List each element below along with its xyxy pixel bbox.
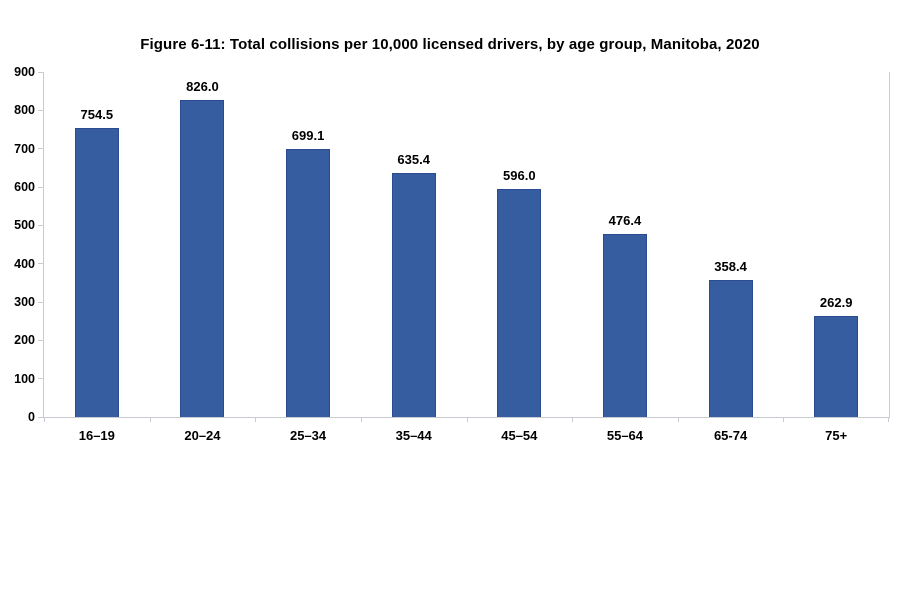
y-tick-mark bbox=[38, 148, 43, 150]
category-label: 55–64 bbox=[606, 428, 644, 443]
bar-value-label: 596.0 bbox=[503, 167, 536, 183]
category-label: 75+ bbox=[825, 428, 848, 443]
bar-value-label: 754.5 bbox=[80, 106, 114, 122]
y-tick-mark bbox=[38, 378, 43, 380]
y-tick-label: 600 bbox=[14, 180, 35, 194]
x-tick-mark bbox=[783, 417, 784, 422]
bar-value-label: 826.0 bbox=[186, 79, 219, 95]
x-tick-mark bbox=[678, 417, 679, 422]
category-label: 65-74 bbox=[713, 428, 748, 443]
y-tick-label: 400 bbox=[14, 256, 35, 271]
y-tick-mark bbox=[38, 109, 43, 111]
bar-slot: 262.9 75+ bbox=[783, 72, 889, 443]
y-tick-label: 0 bbox=[28, 410, 35, 424]
bar bbox=[391, 173, 436, 417]
y-tick-mark bbox=[38, 186, 43, 188]
category-label: 16–19 bbox=[78, 428, 115, 443]
y-tick-mark bbox=[38, 301, 43, 303]
y-tick-label: 700 bbox=[14, 141, 35, 156]
x-tick-mark bbox=[255, 417, 256, 422]
bar bbox=[286, 149, 331, 417]
bar bbox=[497, 188, 542, 417]
y-tick-label: 300 bbox=[14, 295, 35, 309]
chart-title: Figure 6-11: Total collisions per 10,000… bbox=[140, 36, 760, 53]
bar-slot: 596.0 45–54 bbox=[467, 72, 573, 443]
category-label: 20–24 bbox=[184, 428, 221, 443]
x-tick-mark bbox=[467, 417, 468, 422]
y-tick-label: 500 bbox=[14, 218, 35, 233]
bar-slot: 476.4 55–64 bbox=[572, 72, 678, 443]
x-tick-mark bbox=[44, 417, 45, 422]
y-tick-mark bbox=[38, 263, 43, 265]
bar bbox=[180, 100, 225, 417]
category-label: 25–34 bbox=[289, 428, 327, 443]
bar bbox=[814, 316, 859, 417]
y-tick-label: 100 bbox=[14, 371, 35, 386]
y-tick-mark bbox=[38, 224, 43, 226]
y-tick-label: 200 bbox=[14, 333, 35, 348]
bar-slot: 358.4 65-74 bbox=[678, 72, 784, 443]
x-tick-mark bbox=[888, 417, 889, 422]
bar-slot: 699.1 25–34 bbox=[255, 72, 361, 443]
category-label: 45–54 bbox=[501, 428, 538, 443]
bar bbox=[74, 127, 119, 417]
bar-value-label: 358.4 bbox=[714, 258, 747, 274]
bar bbox=[708, 279, 753, 417]
category-label: 35–44 bbox=[395, 428, 432, 443]
y-tick-label: 900 bbox=[14, 65, 35, 79]
y-tick-label: 800 bbox=[14, 103, 35, 118]
y-tick-mark bbox=[38, 416, 43, 418]
bar-slot: 754.5 16–19 bbox=[44, 72, 150, 443]
bar-value-label: 635.4 bbox=[397, 152, 430, 168]
bar-value-label: 262.9 bbox=[819, 295, 853, 311]
bar-value-label: 476.4 bbox=[608, 213, 642, 229]
x-tick-mark bbox=[361, 417, 362, 422]
bar-slot: 635.4 35–44 bbox=[361, 72, 467, 443]
bar-slot: 826.0 20–24 bbox=[150, 72, 256, 443]
plot-area: 0 100 200 300 400 500 600 700 800 900 754.5 16–19 82… bbox=[14, 65, 890, 443]
bar bbox=[602, 234, 647, 417]
x-tick-mark bbox=[150, 417, 151, 422]
y-tick-mark bbox=[38, 339, 43, 341]
y-tick-mark bbox=[38, 71, 43, 73]
x-tick-mark bbox=[572, 417, 573, 422]
bar-value-label: 699.1 bbox=[291, 128, 325, 144]
